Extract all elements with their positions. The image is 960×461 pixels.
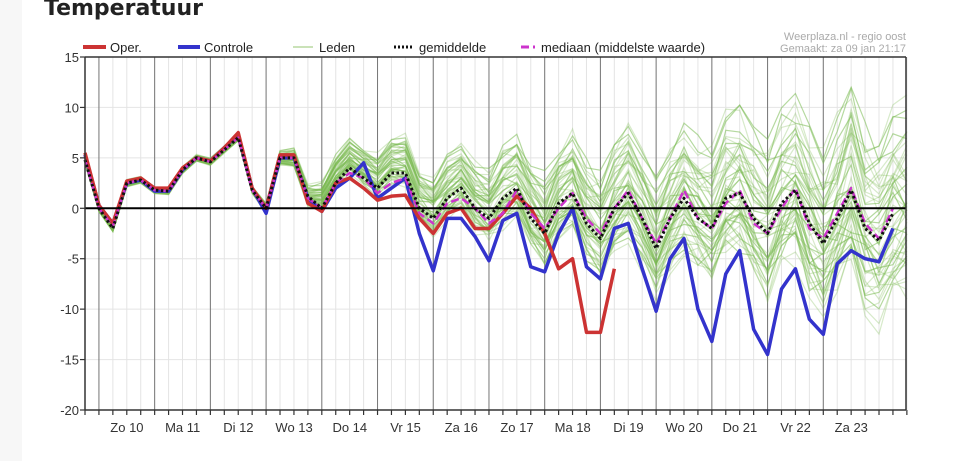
legend-median: mediaan (middelste waarde): [541, 40, 705, 55]
mean-line: [83, 136, 895, 251]
x-day-label: Ma 18: [555, 420, 591, 435]
y-tick-label: -20: [60, 403, 79, 418]
legend: Oper. Controle Leden gemiddelde mediaan …: [83, 31, 906, 55]
series-lines: [83, 130, 895, 357]
x-day-label: Do 14: [332, 420, 367, 435]
x-day-label: Di 19: [613, 420, 643, 435]
y-tick-label: 0: [72, 201, 79, 216]
axes: 15 10 5 0 -5 -10 -15 -20 Zo 10 Ma 11 Di 12 Wo 13 Do …: [60, 50, 908, 435]
legend-leden: Leden: [319, 40, 355, 55]
x-day-label: Do 21: [722, 420, 757, 435]
x-day-label: Di 12: [223, 420, 253, 435]
x-day-label: Za 16: [445, 420, 478, 435]
y-tick-label: -10: [60, 302, 79, 317]
x-day-label: Vr 22: [780, 420, 811, 435]
x-day-label: Za 23: [835, 420, 868, 435]
leden-member-line: [84, 139, 908, 336]
x-day-label: Wo 13: [275, 420, 312, 435]
leden-member-line: [84, 138, 908, 311]
x-day-label: Zo 17: [500, 420, 533, 435]
leden-series: [84, 85, 908, 336]
created-label: Gemaakt: za 09 jan 21:17: [780, 43, 906, 55]
median-line: [83, 136, 895, 245]
x-day-label: Vr 15: [390, 420, 421, 435]
legend-oper: Oper.: [110, 40, 142, 55]
legend-mean: gemiddelde: [419, 40, 486, 55]
x-day-label: Wo 20: [665, 420, 702, 435]
y-tick-label: 15: [65, 50, 79, 65]
y-tick-label: -15: [60, 353, 79, 368]
y-tick-label: 10: [65, 100, 79, 115]
x-day-label: Ma 11: [165, 420, 200, 435]
page-title: Temperatuur: [44, 0, 203, 21]
y-tick-label: -5: [67, 252, 79, 267]
legend-controle: Controle: [204, 40, 253, 55]
y-tick-label: 5: [72, 151, 79, 166]
x-day-label: Zo 10: [110, 420, 143, 435]
source-label: Weerplaza.nl - regio oost: [784, 31, 906, 43]
